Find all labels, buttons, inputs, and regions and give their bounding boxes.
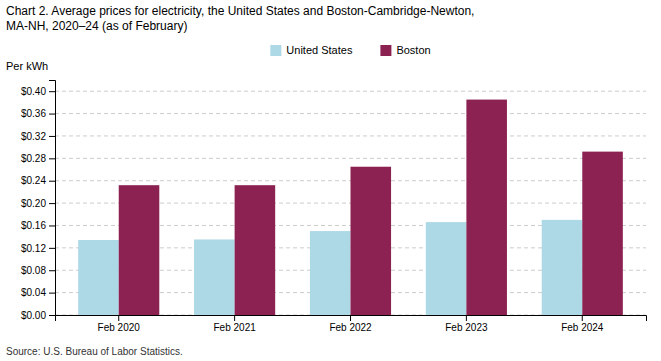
y-tick-mark <box>49 315 55 316</box>
grid-line <box>55 135 646 136</box>
bar <box>194 239 235 315</box>
x-tick-label: Feb 2022 <box>329 322 372 333</box>
y-tick-mark <box>49 136 55 137</box>
y-tick-label: $0.40 <box>21 86 46 97</box>
legend-item: United States <box>270 44 353 56</box>
y-tick-label: $0.12 <box>21 243 46 254</box>
x-axis: Feb 2020 Feb 2021 Feb 2022 Feb 2023 Feb 2024 <box>56 315 647 333</box>
legend: United States Boston <box>270 44 430 56</box>
y-tick: $0.36 <box>21 108 55 119</box>
y-tick-mark <box>49 114 55 115</box>
x-tick: Feb 2023 <box>445 315 488 333</box>
x-tick-label: Feb 2020 <box>98 322 141 333</box>
x-tick-label: Feb 2024 <box>561 322 604 333</box>
y-tick: $0.12 <box>21 243 55 254</box>
y-tick: $0.40 <box>21 86 55 97</box>
legend-item: Boston <box>380 44 430 56</box>
chart: Chart 2. Average prices for electricity,… <box>0 0 661 361</box>
plot: $0.00 $0.04 $0.08 $0.12 $0.16 $0.20 $0.24 $0.28… <box>21 81 647 334</box>
y-tick: $0.00 <box>21 310 55 321</box>
y-tick: $0.20 <box>21 198 55 209</box>
y-tick-label: $0.24 <box>21 175 46 186</box>
x-tick: Feb 2024 <box>561 315 604 333</box>
x-tick-mark <box>582 315 583 321</box>
y-tick: $0.08 <box>21 265 55 276</box>
title: Chart 2. Average prices for electricity,… <box>6 4 474 33</box>
y-tick-mark <box>49 91 55 92</box>
bar <box>78 240 119 315</box>
y-tick-mark <box>49 225 55 226</box>
grid-line <box>55 158 646 159</box>
y-tick-label: $0.16 <box>21 220 46 231</box>
y-tick-label: $0.00 <box>21 310 46 321</box>
title-line: Chart 2. Average prices for electricity,… <box>6 4 474 18</box>
source: Source: U.S. Bureau of Labor Statistics. <box>6 346 183 357</box>
x-tick-label: Feb 2021 <box>213 322 256 333</box>
y-tick: $0.32 <box>21 131 55 142</box>
y-tick-label: $0.04 <box>21 287 46 298</box>
y-axis-title: Per kWh <box>6 60 48 72</box>
y-tick-mark <box>49 293 55 294</box>
x-tick-mark <box>466 315 467 321</box>
x-tick-mark <box>350 315 351 321</box>
y-axis: $0.00 $0.04 $0.08 $0.12 $0.16 $0.20 $0.24 $0.28… <box>21 81 56 321</box>
bars <box>78 100 623 315</box>
legend-label: United States <box>286 44 353 56</box>
y-tick-mark <box>49 203 55 204</box>
bar <box>351 167 392 315</box>
y-tick-label: $0.32 <box>21 131 46 142</box>
y-tick-label: $0.28 <box>21 153 46 164</box>
legend-label: Boston <box>396 44 430 56</box>
x-tick: Feb 2022 <box>329 315 372 333</box>
grid <box>55 91 646 315</box>
y-tick-mark <box>49 181 55 182</box>
y-tick-mark <box>49 248 55 249</box>
bar <box>542 220 583 315</box>
y-tick: $0.16 <box>21 220 55 231</box>
x-tick: Feb 2021 <box>213 315 256 333</box>
legend-swatch <box>380 45 391 56</box>
x-tick-mark <box>234 315 235 321</box>
y-tick-label: $0.36 <box>21 108 46 119</box>
grid-line <box>55 113 646 114</box>
y-tick: $0.28 <box>21 153 55 164</box>
x-axis-line <box>56 316 647 322</box>
bar-series <box>119 100 623 315</box>
title-line: MA-NH, 2020–24 (as of February) <box>6 19 187 33</box>
y-tick-label: $0.08 <box>21 265 46 276</box>
legend-swatch <box>270 45 281 56</box>
y-tick-mark <box>49 270 55 271</box>
bar <box>582 152 623 315</box>
y-tick-label: $0.20 <box>21 198 46 209</box>
x-tick: Feb 2020 <box>98 315 141 333</box>
grid-line <box>55 91 646 92</box>
y-tick: $0.04 <box>21 287 55 298</box>
bar <box>466 100 507 315</box>
y-tick-mark <box>49 158 55 159</box>
bar <box>235 185 276 315</box>
bar <box>310 231 351 315</box>
y-tick: $0.24 <box>21 175 55 186</box>
x-tick-mark <box>118 315 119 321</box>
bar <box>119 185 160 315</box>
bar <box>426 222 467 315</box>
y-axis-line <box>49 81 56 316</box>
x-tick-label: Feb 2023 <box>445 322 488 333</box>
